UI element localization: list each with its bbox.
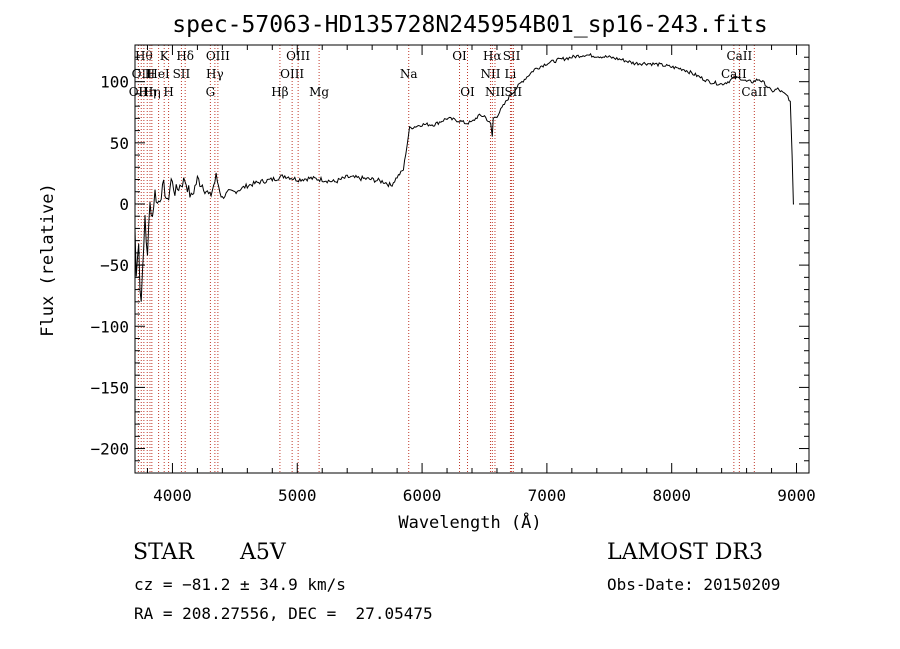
line-marker-label-29: CaII	[741, 85, 767, 99]
x-tick-label-2: 6000	[403, 486, 442, 505]
x-axis-label: Wavelength (Å)	[398, 511, 541, 533]
spectrum-line	[134, 52, 794, 302]
plot-frame	[134, 44, 810, 474]
line-marker-label-26: SII	[504, 85, 522, 99]
line-marker-label-28: CaII	[726, 49, 752, 63]
line-marker-label-24: Li	[505, 67, 517, 81]
line-marker-label-21: NII	[480, 67, 500, 81]
x-tick-label-4: 8000	[652, 486, 691, 505]
object-type: STAR	[133, 540, 194, 565]
line-marker-label-25: SII	[503, 49, 521, 63]
y-tick-label-6: 100	[100, 73, 129, 92]
redshift-value: cz = −81.2 ± 34.9 km/s	[134, 575, 346, 594]
line-marker-label-22: Hα	[483, 49, 502, 63]
coordinates: RA = 208.27556, DEC = 27.05475	[134, 604, 433, 623]
line-markers: OIIOIIHθHηHHηHeIKHSIIHδGHγOIIIHβOIIIOIII…	[129, 45, 767, 473]
line-marker-label-4: H	[145, 67, 155, 81]
line-marker-label-2: Hθ	[135, 49, 153, 63]
line-marker-label-0: OII	[129, 85, 149, 99]
y-tick-label-3: −50	[100, 256, 129, 275]
line-marker-label-3: Hη	[138, 85, 156, 99]
chart-title: spec-57063-HD135728N245954B01_sp16-243.f…	[172, 12, 767, 38]
obs-date: Obs-Date: 20150209	[607, 575, 781, 594]
line-marker-label-14: Hβ	[271, 85, 288, 99]
line-marker-label-23: NII	[485, 85, 505, 99]
line-marker-label-12: Hγ	[206, 67, 224, 81]
survey-name: LAMOST DR3	[607, 540, 763, 565]
x-tick-label-0: 4000	[153, 486, 192, 505]
line-marker-label-20: OI	[460, 85, 475, 99]
spectral-class: A5V	[240, 540, 286, 565]
line-marker-label-27: CaII	[721, 67, 747, 81]
y-axis-label: Flux (relative)	[38, 183, 58, 337]
line-marker-label-18: Na	[400, 67, 418, 81]
x-tick-label-1: 5000	[278, 486, 317, 505]
line-marker-label-11: G	[206, 85, 216, 99]
axes: 4000 5000 6000 7000 8000 9000 −200 −150 −100 −50 0…	[90, 45, 816, 505]
line-marker-label-8: H	[163, 85, 173, 99]
x-tick-label-3: 7000	[528, 486, 567, 505]
y-tick-label-5: 50	[110, 134, 129, 153]
line-marker-label-15: OIII	[280, 67, 304, 81]
x-tick-label-5: 9000	[777, 486, 816, 505]
line-marker-label-5: Hη	[143, 85, 161, 99]
y-tick-label-0: −200	[90, 440, 129, 459]
line-marker-label-10: Hδ	[176, 49, 194, 63]
y-tick-label-2: −100	[90, 317, 129, 336]
line-marker-label-1: OII	[132, 67, 152, 81]
spectrum-series	[134, 52, 794, 302]
line-marker-label-16: OIII	[286, 49, 310, 63]
y-tick-label-4: 0	[119, 195, 129, 214]
line-marker-label-19: OI	[452, 49, 467, 63]
line-marker-label-13: OIII	[206, 49, 230, 63]
line-marker-label-9: SII	[173, 67, 191, 81]
line-marker-label-7: K	[160, 49, 170, 63]
line-marker-label-17: Mg	[309, 85, 329, 99]
y-tick-label-1: −150	[90, 378, 129, 397]
line-marker-label-6: HeI	[147, 67, 170, 81]
